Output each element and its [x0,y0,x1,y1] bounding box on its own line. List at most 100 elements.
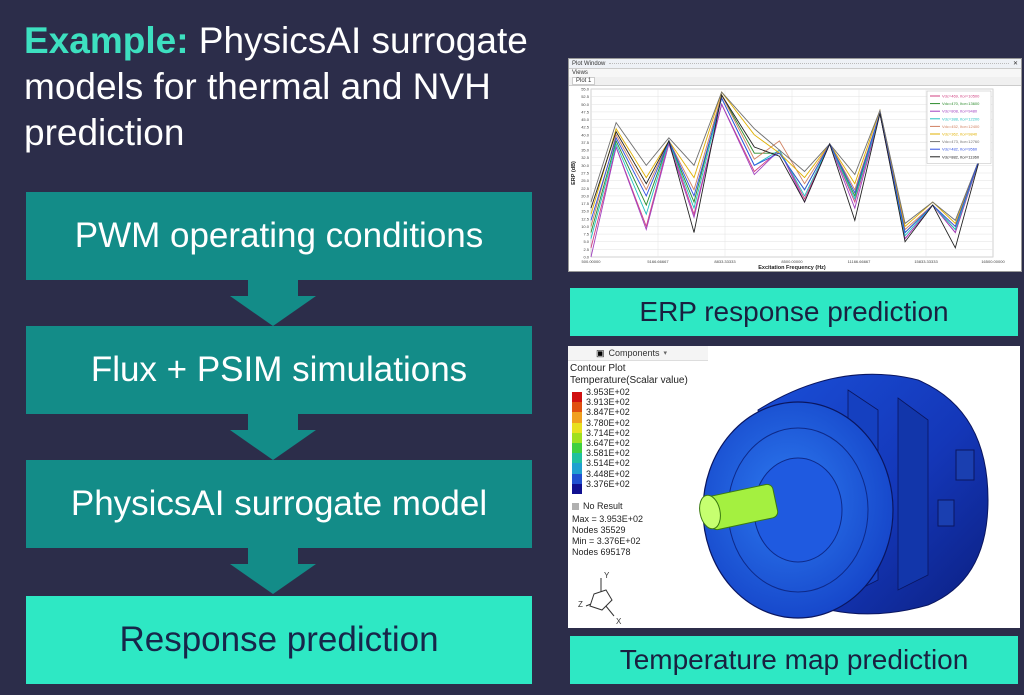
step-pwm-conditions: PWM operating conditions [26,192,532,280]
plot-tabs: Plot 1 [569,77,1021,86]
y-tick-label: 45.0 [581,117,590,122]
legend-value: 3.581E+02 [586,448,630,459]
y-tick-label: 5.0 [583,239,589,244]
y-tick-label: 12.5 [581,216,590,221]
series-line [590,91,981,225]
x-tick-label: 11166.66667 [848,259,872,264]
y-tick-label: 42.5 [581,125,590,130]
axis-z-label: Z [578,600,583,609]
color-bar-segment [572,402,582,413]
x-tick-label: 16500.00000 [981,259,1005,264]
y-tick-label: 15.0 [581,209,590,214]
no-result-legend: No Result [572,501,623,511]
min-max-summary: Max = 3.953E+02 Nodes 35529 Min = 3.376E… [572,514,643,558]
series-line [590,93,981,231]
components-header[interactable]: ▣ Components ▾ [568,346,708,361]
y-tick-label: 37.5 [581,140,590,145]
legend-value: 3.448E+02 [586,468,630,479]
color-bar-segment [572,473,582,484]
y-tick-label: 35.0 [581,148,590,153]
color-bar-segment [572,412,582,423]
slide-title: Example: PhysicsAI surrogate models for … [24,18,564,156]
step-flux-psim: Flux + PSIM simulations [26,326,532,414]
legend-entry: Vdc=388, Itor=12200 [942,116,980,121]
y-tick-label: 0.0 [583,255,589,260]
close-icon[interactable]: ✕ [1012,61,1018,67]
legend-entry: Vdc=482, Itor=9560 [942,147,978,152]
y-tick-label: 17.5 [581,201,590,206]
color-bar-segment [572,432,582,443]
views-label[interactable]: Views [572,70,588,76]
x-tick-label: 500.00000 [582,259,602,264]
color-bar-segment [572,483,582,494]
x-tick-label: 8833.33333 [714,259,736,264]
temperature-color-bar [572,392,582,494]
y-tick-label: 10.0 [581,224,590,229]
y-tick-label: 32.5 [581,155,590,160]
thermal-caption: Temperature map prediction [570,636,1018,684]
legend-entry: Vdc=808, Itor=9480 [942,109,978,114]
contour-title: Contour Plot [570,363,626,374]
y-tick-label: 20.0 [581,193,590,198]
title-prefix: Example: [24,20,189,61]
y-tick-label: 47.5 [581,109,590,114]
motor-temperature-render [699,373,989,619]
series-line [590,96,981,239]
contour-plot-title: Contour Plot Temperature(Scalar value) [570,363,688,387]
temperature-legend-values: 3.953E+02 3.913E+02 3.847E+02 3.780E+02 3.71… [586,387,630,489]
step-label: Response prediction [119,620,439,659]
y-tick-label: 25.0 [581,178,590,183]
legend-entry: Vdc=882, Itor=11360 [942,154,980,159]
step-label: PhysicsAI surrogate model [70,484,488,523]
x-tick-label: 8500.00000 [781,259,803,264]
series-line [590,93,981,250]
axis-triad-icon: Y Z X [578,571,622,626]
min-nodes: Nodes 695178 [572,547,631,557]
components-icon: ▣ [596,347,605,358]
views-bar: Views [569,69,1021,77]
y-tick-label: 7.5 [583,232,589,237]
legend-value: 3.714E+02 [586,427,630,438]
components-label: Components [608,348,660,358]
erp-plot-window: Plot Window ✕ Views Plot 1 0.0 2.5 5.0 7.5 1… [568,58,1022,272]
legend-value: 3.514E+02 [586,458,630,469]
tab-plot-1[interactable]: Plot 1 [572,77,596,85]
y-tick-label: 40.0 [581,132,590,137]
y-tick-label: 30.0 [581,163,590,168]
step-label: Flux + PSIM simulations [90,350,468,389]
legend-entry: Vdc=473, Itor=12760 [942,139,980,144]
max-nodes: Nodes 35529 [572,525,626,535]
contour-subtitle: Temperature(Scalar value) [570,375,688,386]
axis-y-label: Y [604,571,610,580]
plot-window-titlebar: Plot Window ✕ [569,59,1021,69]
color-bar-segment [572,442,582,454]
color-bar-segment [572,422,582,433]
no-result-swatch [572,502,579,510]
y-tick-label: 2.5 [583,247,589,252]
legend-entry: Vdc=469, Itor=10500 [942,94,980,99]
y-tick-label: 55.0 [581,87,590,92]
legend-value: 3.847E+02 [586,407,630,418]
min-value: Min = 3.376E+02 [572,536,641,546]
series-line [590,96,981,234]
erp-caption: ERP response prediction [570,288,1018,336]
legend-value: 3.376E+02 [586,478,630,489]
legend-entry: Vdc=452, Itor=12400 [942,124,980,129]
x-tick-label: 5166.66667 [647,259,669,264]
y-tick-label: 52.5 [581,94,590,99]
step-label: PWM operating conditions [74,216,484,255]
legend-entry: Vdc=362, Itor=9840 [942,132,978,137]
legend-value: 3.780E+02 [586,417,630,428]
legend-box [926,90,992,164]
erp-chart: 0.0 2.5 5.0 7.5 10.0 12.5 15.0 17.5 20.0 22.5 25.0… [571,87,1005,272]
color-bar-segment [572,463,582,474]
y-tick-label: 50.0 [581,102,590,107]
y-axis-label: ERP (dB) [571,161,577,185]
color-bar-segment [572,392,582,403]
legend-value: 3.913E+02 [586,397,630,408]
legend-value: 3.953E+02 [586,387,630,397]
title-text: PhysicsAI surrogate models for thermal a… [24,20,528,153]
y-tick-label: 22.5 [581,186,590,191]
step-surrogate-model: PhysicsAI surrogate model [26,460,532,548]
axis-x-label: X [616,617,622,626]
